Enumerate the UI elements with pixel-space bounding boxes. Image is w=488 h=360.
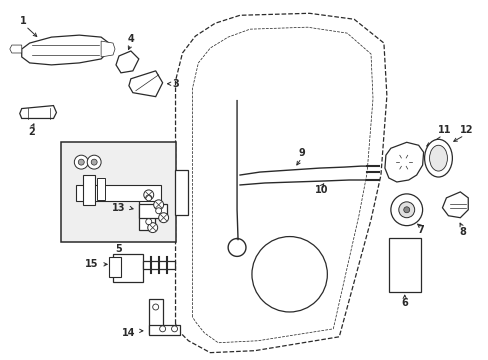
- Bar: [148, 325, 180, 335]
- Text: 7: 7: [416, 225, 423, 235]
- Polygon shape: [116, 51, 139, 73]
- Ellipse shape: [428, 145, 447, 171]
- Circle shape: [403, 207, 409, 213]
- Text: 12: 12: [459, 125, 472, 135]
- Text: 1: 1: [20, 16, 27, 26]
- Text: 11: 11: [437, 125, 450, 135]
- Circle shape: [398, 202, 414, 218]
- Text: 8: 8: [459, 226, 466, 237]
- Circle shape: [171, 326, 177, 332]
- Circle shape: [78, 159, 84, 165]
- Polygon shape: [101, 41, 115, 57]
- Circle shape: [145, 195, 151, 201]
- Polygon shape: [129, 71, 163, 96]
- Bar: [139, 192, 154, 230]
- Circle shape: [143, 190, 153, 200]
- Circle shape: [87, 155, 101, 169]
- Text: 14: 14: [122, 328, 135, 338]
- Text: 2: 2: [28, 127, 35, 138]
- Text: 13: 13: [112, 203, 125, 213]
- Text: 15: 15: [84, 259, 98, 269]
- Polygon shape: [384, 142, 423, 182]
- Bar: [76, 185, 161, 201]
- Bar: [148, 299, 163, 334]
- Circle shape: [91, 159, 97, 165]
- Circle shape: [74, 155, 88, 169]
- Bar: [113, 255, 142, 282]
- Bar: [388, 238, 420, 292]
- Bar: [97, 178, 105, 200]
- Text: 6: 6: [401, 298, 407, 308]
- Bar: [109, 257, 121, 277]
- Text: 9: 9: [298, 148, 305, 158]
- Circle shape: [390, 194, 422, 226]
- Circle shape: [155, 208, 162, 214]
- Circle shape: [153, 200, 163, 210]
- Bar: [83, 175, 95, 205]
- Text: 4: 4: [127, 34, 134, 44]
- Circle shape: [160, 326, 165, 332]
- Circle shape: [158, 213, 168, 223]
- Polygon shape: [10, 45, 21, 53]
- Bar: [142, 261, 174, 269]
- Text: 5: 5: [115, 244, 122, 255]
- Circle shape: [147, 223, 157, 233]
- Circle shape: [152, 304, 158, 310]
- Bar: [139, 204, 166, 218]
- Text: 10: 10: [314, 185, 327, 195]
- Polygon shape: [21, 35, 109, 65]
- Bar: [174, 170, 188, 215]
- Polygon shape: [442, 192, 468, 218]
- Text: 3: 3: [172, 79, 179, 89]
- Circle shape: [145, 219, 151, 225]
- Ellipse shape: [424, 139, 451, 177]
- Polygon shape: [20, 105, 56, 118]
- Bar: [61, 142, 175, 242]
